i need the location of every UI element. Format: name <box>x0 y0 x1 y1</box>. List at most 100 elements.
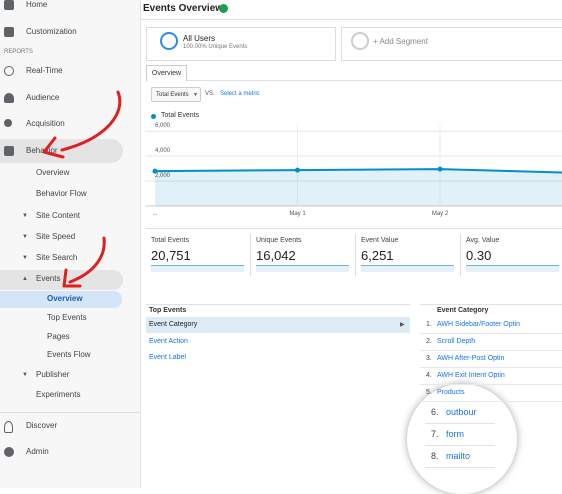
active-nav-bg <box>0 139 123 163</box>
category-link[interactable]: form <box>446 429 464 439</box>
row-line <box>425 445 495 446</box>
row-line <box>425 423 495 424</box>
caret: ▼ <box>22 255 28 261</box>
category-link[interactable]: AWH After-Post Optin <box>437 355 505 362</box>
category-link[interactable]: Scroll Depth <box>437 338 476 345</box>
metric-value: 20,751 <box>151 248 191 263</box>
nav-item[interactable]: Publisher <box>36 370 70 379</box>
nav-item[interactable]: Real-Time <box>26 66 63 75</box>
row-line <box>420 350 562 351</box>
point <box>295 167 300 173</box>
row-line <box>420 367 562 368</box>
metric-label: Total Events <box>151 237 190 244</box>
category-link[interactable]: mailto <box>446 451 471 461</box>
row-arrow: ▶ <box>400 322 405 328</box>
magnifier <box>407 384 517 494</box>
divider <box>420 304 562 305</box>
metric-value: 0.30 <box>466 248 492 263</box>
row-line <box>420 401 562 402</box>
vs-label: VS. <box>205 91 215 97</box>
sparkline <box>361 265 454 272</box>
nav-item[interactable]: Overview <box>36 168 70 177</box>
nav-item[interactable]: Behavior Flow <box>36 189 87 198</box>
segment-box[interactable] <box>146 27 336 61</box>
y-tick-label: 6,000 <box>155 123 171 129</box>
row-rank: 2. <box>426 338 432 345</box>
dimension-row[interactable]: Event Category <box>149 321 198 328</box>
nav-item[interactable]: Behavior <box>26 146 58 155</box>
y-tick-label: 2,000 <box>155 173 171 179</box>
page-title: Events Overview <box>143 3 224 14</box>
divider <box>140 19 562 20</box>
nav-item[interactable]: Site Speed <box>36 232 76 241</box>
nav-item[interactable]: Customization <box>26 27 77 36</box>
category-link[interactable]: AWH Sidebar/Footer Optin <box>437 321 520 328</box>
legend-label: Total Events <box>161 112 200 119</box>
nav-item[interactable]: Home <box>26 0 48 9</box>
selected-nav-bg <box>0 291 122 308</box>
add-segment-box[interactable] <box>341 27 562 61</box>
audience-icon <box>4 93 14 103</box>
nav-item[interactable]: Site Content <box>36 211 81 220</box>
select-metric[interactable]: Select a metric <box>220 91 260 97</box>
realtime-icon <box>4 66 14 76</box>
x-tick-label: May 2 <box>432 211 449 217</box>
row-rank: 1. <box>426 321 432 328</box>
divider <box>146 228 562 229</box>
point <box>152 168 158 174</box>
sidebar: Home Customization REPORTS Real-Time Aud… <box>0 0 141 488</box>
nav-item[interactable]: Discover <box>26 421 58 430</box>
customization-icon <box>4 27 14 37</box>
add-segment[interactable]: + Add Segment <box>373 37 428 46</box>
row-rank: 5. <box>426 389 432 396</box>
dimension-row[interactable]: Event Label <box>149 354 186 361</box>
nav-item[interactable]: Acquisition <box>26 119 65 128</box>
metric-dropdown[interactable]: Total Events <box>151 87 201 102</box>
verified-badge <box>219 4 228 13</box>
discover-icon <box>4 421 13 433</box>
metric-label: Avg. Value <box>466 237 500 244</box>
category-link[interactable]: Products <box>437 389 465 396</box>
segment-circle <box>160 32 178 50</box>
dimension-row[interactable]: Event Action <box>149 338 188 345</box>
metric-separator <box>460 234 461 276</box>
sparkline <box>151 265 244 272</box>
nav-item[interactable]: Audience <box>26 93 60 102</box>
sparkline <box>466 265 559 272</box>
row-rank: 7. <box>431 429 439 439</box>
selected-row-bg <box>146 317 410 333</box>
segment-detail: 100.00% Unique Events <box>183 44 248 50</box>
nav-item[interactable]: Top Events <box>47 313 87 322</box>
home-icon <box>4 0 14 10</box>
nav-item[interactable]: Experiments <box>36 390 81 399</box>
nav-item[interactable]: Events <box>36 274 61 283</box>
row-rank: 8. <box>431 451 439 461</box>
behavior-icon <box>4 146 14 156</box>
caret: ▼ <box>22 372 28 378</box>
category-link[interactable]: outbour <box>446 407 477 417</box>
nav-item[interactable]: Pages <box>47 332 70 341</box>
table-header: Top Events <box>149 307 187 314</box>
table-header: Event Category <box>437 307 489 314</box>
row-line <box>420 384 562 385</box>
acquisition-icon <box>4 119 12 127</box>
line <box>154 168 562 174</box>
nav-item[interactable]: Overview <box>47 294 83 303</box>
sparkline <box>256 265 349 272</box>
x-tick-label: May 1 <box>289 211 306 217</box>
x-tick-label: ... <box>152 211 157 217</box>
segment-name: All Users <box>183 34 216 43</box>
metric-separator <box>355 234 356 276</box>
category-link[interactable]: AWH Exit Intent Optin <box>437 372 505 379</box>
nav-item[interactable]: Events Flow <box>47 350 91 359</box>
divider <box>0 412 140 413</box>
nav-item[interactable]: Site Search <box>36 253 78 262</box>
nav-item[interactable]: Admin <box>26 447 49 456</box>
tab[interactable]: Overview <box>146 65 187 82</box>
metric-label: Unique Events <box>256 237 302 244</box>
metric-label: Event Value <box>361 237 399 244</box>
caret: ▼ <box>193 92 198 98</box>
tab-line <box>146 80 562 81</box>
legend-dot <box>151 114 156 119</box>
